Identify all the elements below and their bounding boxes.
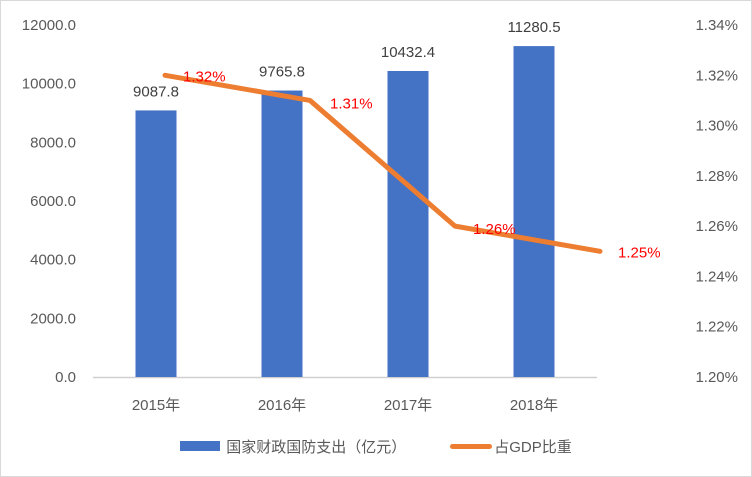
left-axis-ticks: 0.0 2000.0 4000.0 6000.0 8000.0 10000.0 12000.… (22, 17, 76, 386)
bar[interactable] (513, 46, 555, 377)
left-axis-tick: 2000.0 (30, 310, 76, 327)
right-axis-tick: 1.28% (695, 168, 738, 185)
line-value-label: 1.25% (618, 244, 661, 261)
gdp-share-line[interactable] (162, 72, 603, 254)
right-axis-tick: 1.20% (695, 369, 738, 386)
right-axis-tick: 1.22% (695, 319, 738, 336)
right-axis-tick: 1.24% (695, 268, 738, 285)
bar[interactable] (387, 70, 429, 377)
category-axis-labels: 2015年 2016年 2017年 2018年 (132, 397, 558, 414)
legend-item-bar[interactable]: 国家财政国防支出（亿元） (180, 436, 406, 457)
line-value-label: 1.31% (330, 95, 373, 112)
right-axis-tick: 1.26% (695, 218, 738, 235)
left-axis-tick: 6000.0 (30, 193, 76, 210)
right-axis-ticks: 1.20% 1.22% 1.24% 1.26% 1.28% 1.30% 1.32% 1.34% (695, 17, 738, 386)
line-data-labels: 1.32% 1.31% 1.26% 1.25% (183, 68, 661, 261)
bar-data-labels: 9087.8 9765.8 10432.4 11280.5 (133, 19, 561, 100)
bar-series (135, 46, 555, 377)
category-label: 2016年 (258, 397, 306, 414)
left-axis-tick: 10000.0 (22, 76, 76, 93)
category-label: 2015年 (132, 397, 180, 414)
legend-bar-label: 国家财政国防支出（亿元） (226, 438, 407, 456)
category-label: 2018年 (510, 397, 558, 414)
left-axis-tick: 4000.0 (30, 252, 76, 269)
legend-item-line[interactable]: 占GDP比重 (450, 436, 572, 457)
line-swatch-icon (450, 443, 493, 449)
bar-value-label: 11280.5 (507, 19, 560, 36)
bar[interactable] (261, 90, 303, 377)
right-axis-tick: 1.34% (695, 17, 738, 34)
line-value-label: 1.26% (473, 221, 516, 238)
left-axis-tick: 8000.0 (30, 134, 76, 151)
bar-value-label: 10432.4 (381, 44, 435, 61)
legend-line-label: 占GDP比重 (494, 438, 572, 456)
right-axis-tick: 1.32% (695, 67, 738, 84)
legend: 国家财政国防支出（亿元） 占GDP比重 (0, 436, 752, 456)
line-series (162, 72, 603, 254)
bar[interactable] (135, 110, 177, 377)
left-axis-tick: 12000.0 (22, 17, 76, 34)
line-value-label: 1.32% (183, 68, 226, 85)
bar-value-label: 9765.8 (259, 64, 305, 81)
bar-swatch-icon (180, 441, 221, 451)
left-axis-tick: 0.0 (55, 369, 76, 386)
category-label: 2017年 (384, 397, 432, 414)
right-axis-tick: 1.30% (695, 118, 738, 135)
bar-value-label: 9087.8 (133, 83, 179, 100)
